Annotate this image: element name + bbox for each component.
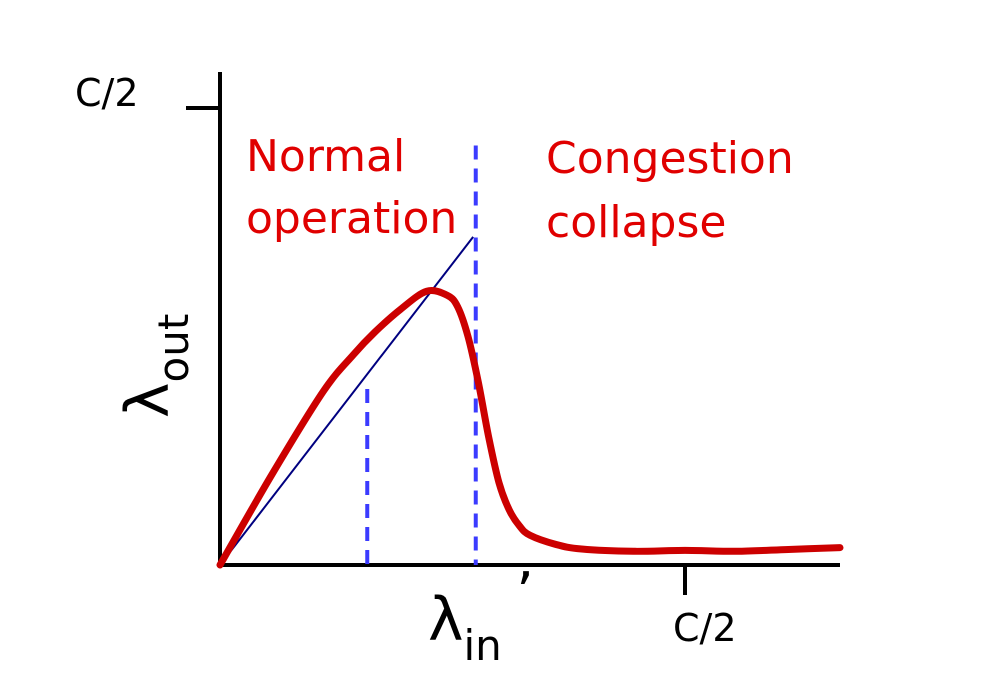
series-ideal-line xyxy=(219,236,474,566)
x-axis-subscript: in xyxy=(464,621,502,670)
annotation-congestion-line-2: collapse xyxy=(546,197,726,248)
x-axis-suffix: ’ xyxy=(516,561,534,626)
annotation-normal-operation: Normal operation xyxy=(246,131,457,244)
x-axis-symbol: λ xyxy=(428,585,464,655)
y-axis-subscript: out xyxy=(149,314,198,383)
marks-layer xyxy=(186,72,844,595)
y-axis-label: λout xyxy=(113,314,198,418)
y-tick-label-c2: C/2 xyxy=(75,71,139,115)
annotation-normal-line-2: operation xyxy=(246,193,457,244)
annotation-congestion-line-1: Congestion xyxy=(546,133,794,184)
annotation-congestion-collapse: Congestion collapse xyxy=(546,133,794,248)
x-tick-label-c2: C/2 xyxy=(673,606,737,650)
y-axis-symbol: λ xyxy=(113,382,183,418)
series-throughput-curve xyxy=(216,287,844,569)
x-axis-label: λin xyxy=(428,585,502,670)
annotation-normal-line-1: Normal xyxy=(246,131,405,182)
